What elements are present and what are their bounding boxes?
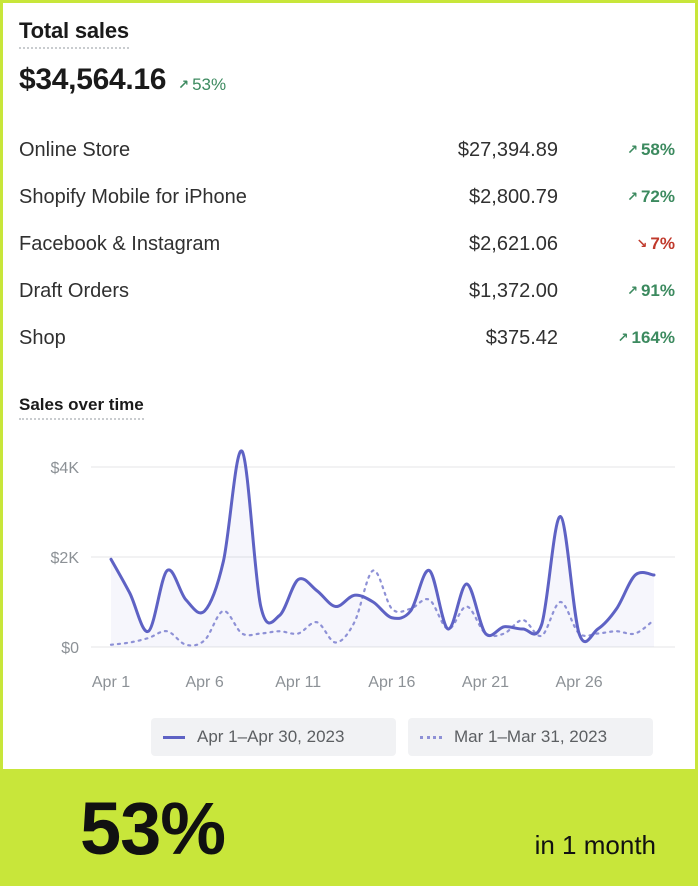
channel-row: Online Store $27,394.89 ↗ 58% (19, 131, 675, 178)
y-tick-label: $2K (51, 550, 80, 567)
channel-name: Shopify Mobile for iPhone (19, 186, 247, 208)
total-change-value: 53% (192, 75, 227, 94)
channel-row: Draft Orders $1,372.00 ↗ 91% (19, 272, 675, 319)
channel-row: Facebook & Instagram $2,621.06 ↘ 7% (19, 225, 675, 272)
channel-change: ↗ 91% (627, 281, 675, 301)
arrow-up-right-icon: ↗ (627, 189, 638, 204)
legend-item-current[interactable]: Apr 1–Apr 30, 2023 (151, 718, 396, 756)
x-tick-label: Apr 1 (92, 674, 130, 691)
arrow-up-right-icon: ↗ (178, 77, 190, 92)
total-row: $34,564.16 ↗ 53% (19, 63, 226, 97)
x-tick-label: Apr 6 (185, 674, 223, 691)
x-tick-label: Apr 16 (368, 674, 415, 691)
channel-change-value: 58% (640, 140, 675, 159)
channel-amount: $1,372.00 (469, 280, 558, 302)
arrow-up-right-icon: ↗ (627, 283, 638, 298)
channel-amount: $27,394.89 (457, 139, 558, 161)
dotted-line-swatch (420, 735, 442, 739)
channel-amount: $2,621.06 (469, 233, 558, 255)
channel-name: Shop (19, 327, 66, 349)
series-area-current (111, 450, 654, 647)
y-tick-label: $0 (61, 640, 79, 657)
series-line-current (109, 449, 656, 643)
total-sales-card: Total sales $34,564.16 ↗ 53% Online Stor… (3, 3, 695, 769)
card-title[interactable]: Total sales (19, 18, 129, 49)
channel-change-value: 7% (650, 234, 675, 253)
channel-row: Shop $375.42 ↗ 164% (19, 319, 675, 366)
x-tick-label: Apr 26 (556, 674, 603, 691)
total-sales-value: $34,564.16 (19, 63, 167, 96)
arrow-down-right-icon: ↘ (636, 236, 648, 251)
channel-change: ↗ 58% (627, 140, 675, 160)
legend-label: Mar 1–Mar 31, 2023 (454, 727, 608, 746)
channel-change-value: 164% (631, 328, 675, 347)
legend-item-previous[interactable]: Mar 1–Mar 31, 2023 (408, 718, 653, 756)
chart-title[interactable]: Sales over time (19, 395, 144, 420)
channel-breakdown: Online Store $27,394.89 ↗ 58% Shopify Mob… (19, 131, 675, 366)
y-tick-label: $4K (51, 460, 80, 477)
channel-change-value: 91% (640, 281, 675, 300)
channel-change: ↗ 164% (618, 328, 675, 348)
total-change-badge: ↗ 53% (178, 75, 226, 95)
arrow-up-right-icon: ↗ (617, 330, 629, 345)
channel-amount: $2,800.79 (469, 186, 558, 208)
legend-label: Apr 1–Apr 30, 2023 (197, 727, 345, 746)
banner-caption: in 1 month (534, 830, 656, 860)
channel-name: Facebook & Instagram (19, 233, 221, 255)
channel-change: ↗ 72% (627, 187, 675, 207)
channel-name: Online Store (19, 139, 131, 161)
channel-change-value: 72% (640, 187, 675, 206)
banner-percentage: 53% (80, 787, 226, 870)
channel-row: Shopify Mobile for iPhone $2,800.79 ↗ 72% (19, 178, 675, 225)
series-line-previous (109, 569, 656, 647)
x-tick-label: Apr 11 (275, 674, 321, 691)
solid-line-swatch (163, 735, 185, 739)
sales-over-time-chart[interactable]: $0 $2K $4K Apr 1 Apr 6 Apr 11 Apr 16 Apr 21 Apr … (3, 433, 695, 703)
x-tick-label: Apr 21 (462, 674, 509, 691)
channel-amount: $375.42 (485, 327, 558, 349)
arrow-up-right-icon: ↗ (627, 142, 638, 157)
channel-name: Draft Orders (19, 280, 130, 302)
channel-change: ↘ 7% (637, 234, 675, 254)
